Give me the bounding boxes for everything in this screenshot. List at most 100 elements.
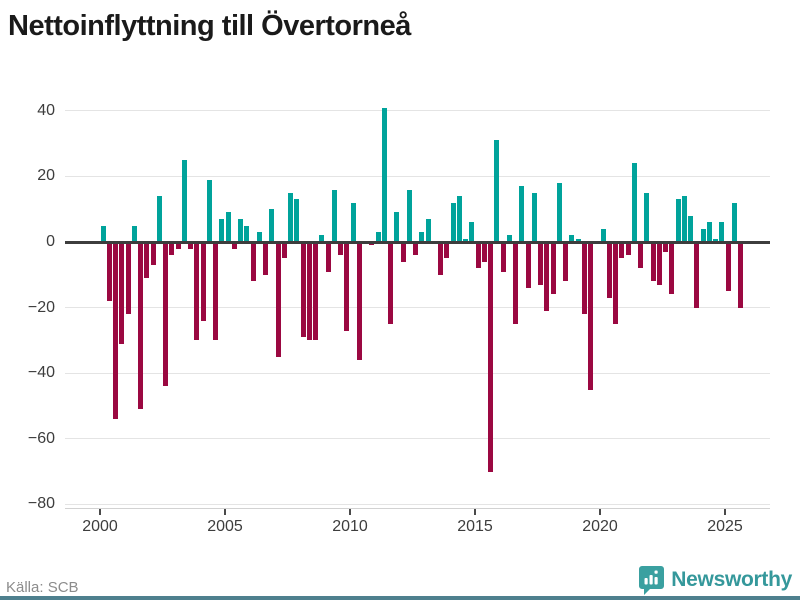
bar-2018-Q2 bbox=[556, 182, 562, 242]
bar-2019-Q3 bbox=[588, 242, 594, 390]
footer-strip bbox=[0, 596, 800, 600]
bar-2012-Q4 bbox=[419, 232, 425, 242]
bar-2001-Q4 bbox=[144, 242, 150, 279]
bar-2018-Q4 bbox=[569, 235, 575, 242]
bar-2024-Q1 bbox=[700, 228, 706, 242]
bar-2007-Q2 bbox=[281, 242, 287, 259]
bar-2013-Q4 bbox=[444, 242, 450, 259]
x-tick-mark bbox=[99, 509, 101, 515]
bar-2019-Q2 bbox=[581, 242, 587, 315]
bar-2009-Q2 bbox=[331, 189, 337, 242]
bar-2019-Q1 bbox=[575, 238, 581, 242]
bar-2022-Q1 bbox=[650, 242, 656, 282]
y-tick-label: −20 bbox=[27, 298, 55, 316]
bar-2009-Q3 bbox=[338, 242, 344, 256]
bar-2016-Q2 bbox=[506, 235, 512, 242]
bar-2004-Q2 bbox=[206, 179, 212, 242]
bar-2017-Q4 bbox=[544, 242, 550, 311]
bar-2005-Q2 bbox=[231, 242, 237, 249]
bar-2023-Q4 bbox=[694, 242, 700, 308]
bar-2023-Q2 bbox=[681, 196, 687, 242]
bar-2002-Q1 bbox=[150, 242, 156, 265]
bar-2025-Q1 bbox=[725, 242, 731, 292]
bar-2013-Q1 bbox=[425, 219, 431, 242]
bar-2003-Q4 bbox=[194, 242, 200, 341]
bar-2001-Q2 bbox=[131, 225, 137, 242]
zero-line bbox=[65, 240, 770, 244]
x-tick-label: 2010 bbox=[332, 518, 368, 535]
bar-2017-Q3 bbox=[538, 242, 544, 285]
x-tick-label: 2025 bbox=[707, 518, 743, 535]
bar-2016-Q1 bbox=[500, 242, 506, 272]
bar-chart-pin-icon bbox=[639, 566, 665, 595]
gridline-20 bbox=[65, 175, 770, 177]
bar-2006-Q4 bbox=[269, 209, 275, 242]
gridline--60 bbox=[65, 438, 770, 440]
bar-2018-Q1 bbox=[550, 242, 556, 295]
bar-2015-Q4 bbox=[494, 140, 500, 242]
x-tick-mark bbox=[349, 509, 351, 515]
y-tick-label: 0 bbox=[46, 233, 55, 250]
x-tick-mark bbox=[599, 509, 601, 515]
bar-2021-Q2 bbox=[631, 163, 637, 242]
newsworthy-logo[interactable]: Newsworthy bbox=[638, 565, 792, 595]
bar-2022-Q4 bbox=[669, 242, 675, 295]
bar-2020-Q2 bbox=[606, 242, 612, 298]
bar-2014-Q3 bbox=[463, 238, 469, 242]
bar-2012-Q2 bbox=[406, 189, 412, 242]
bar-2000-Q4 bbox=[119, 242, 125, 344]
bar-2023-Q1 bbox=[675, 199, 681, 242]
bar-2001-Q1 bbox=[125, 242, 131, 315]
bar-2009-Q4 bbox=[344, 242, 350, 331]
bar-2024-Q4 bbox=[719, 222, 725, 242]
bar-2000-Q1 bbox=[100, 225, 106, 242]
gridline--80 bbox=[65, 503, 770, 505]
bar-2004-Q3 bbox=[213, 242, 219, 341]
bar-2005-Q4 bbox=[244, 225, 250, 242]
y-tick-label: −80 bbox=[27, 495, 55, 513]
bar-2014-Q2 bbox=[456, 196, 462, 242]
bar-2002-Q3 bbox=[163, 242, 169, 387]
y-tick-label: 20 bbox=[37, 167, 55, 185]
x-tick-mark bbox=[474, 509, 476, 515]
bar-2021-Q3 bbox=[638, 242, 644, 269]
bar-2011-Q4 bbox=[394, 212, 400, 242]
bar-2010-Q1 bbox=[350, 202, 356, 242]
bar-2004-Q4 bbox=[219, 219, 225, 242]
gridline-40 bbox=[65, 110, 770, 112]
x-tick-mark bbox=[224, 509, 226, 515]
bar-2016-Q4 bbox=[519, 186, 525, 242]
x-tick-label: 2020 bbox=[582, 518, 618, 535]
bar-2008-Q4 bbox=[319, 235, 325, 242]
bar-2024-Q2 bbox=[706, 222, 712, 242]
bar-2000-Q2 bbox=[106, 242, 112, 302]
bar-2012-Q3 bbox=[413, 242, 419, 256]
bar-2021-Q4 bbox=[644, 192, 650, 242]
bar-2022-Q2 bbox=[656, 242, 662, 285]
bar-2013-Q3 bbox=[438, 242, 444, 275]
bar-2025-Q3 bbox=[738, 242, 744, 308]
x-axis-line bbox=[65, 508, 770, 509]
bar-2017-Q1 bbox=[525, 242, 531, 288]
bar-2020-Q4 bbox=[619, 242, 625, 259]
bar-2018-Q3 bbox=[563, 242, 569, 282]
y-tick-label: −60 bbox=[27, 429, 55, 447]
source-label: Källa: SCB bbox=[6, 579, 79, 596]
bar-2007-Q1 bbox=[275, 242, 281, 357]
gridline--20 bbox=[65, 307, 770, 309]
chart-title: Nettoinflyttning till Övertorneå bbox=[8, 10, 411, 42]
y-tick-label: −40 bbox=[27, 364, 55, 382]
bar-2010-Q4 bbox=[369, 242, 375, 246]
bar-2006-Q1 bbox=[250, 242, 256, 282]
bar-2003-Q2 bbox=[181, 160, 187, 242]
bar-2020-Q1 bbox=[600, 228, 606, 242]
y-tick-label: 40 bbox=[37, 101, 55, 119]
bar-2014-Q1 bbox=[450, 202, 456, 242]
bar-2010-Q2 bbox=[356, 242, 362, 361]
bar-2006-Q3 bbox=[263, 242, 269, 275]
bar-2007-Q3 bbox=[288, 192, 294, 242]
bar-2008-Q3 bbox=[313, 242, 319, 341]
bar-2004-Q1 bbox=[200, 242, 206, 321]
bar-2002-Q4 bbox=[169, 242, 175, 256]
bar-2024-Q3 bbox=[713, 238, 719, 242]
